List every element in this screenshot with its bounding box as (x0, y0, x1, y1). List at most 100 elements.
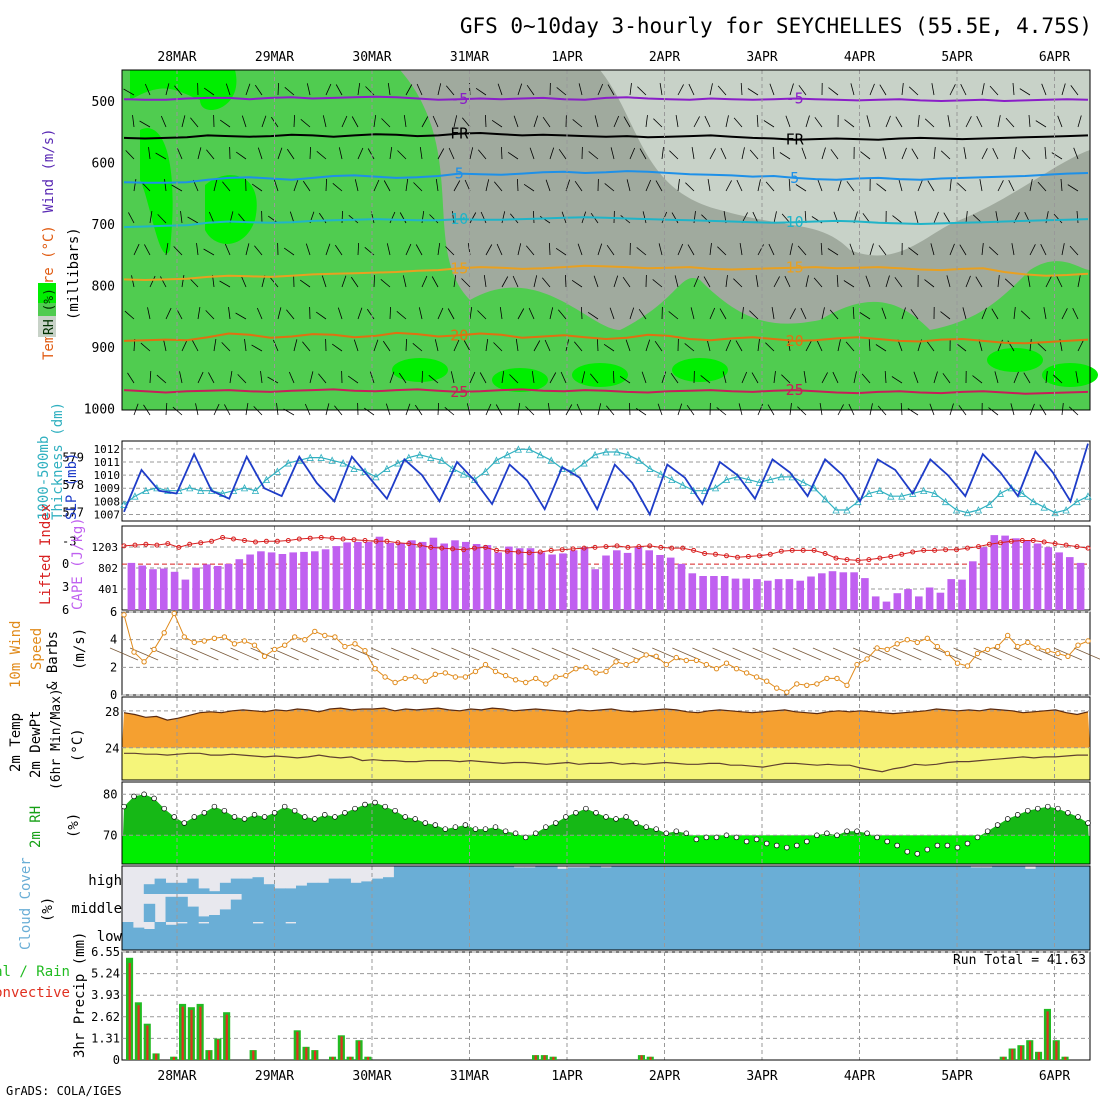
cloud-cell (818, 922, 830, 950)
dewpoint-band (122, 747, 1090, 780)
lifted-index-point (756, 553, 762, 559)
wind-speed-point (633, 657, 639, 664)
slp-tick: 1010 (94, 469, 121, 482)
wind-barb (485, 339, 489, 352)
wind-barb (387, 83, 391, 96)
rh-field-sat (1042, 363, 1098, 387)
lifted-index-point (592, 544, 598, 550)
wind-speed-point (322, 632, 328, 639)
wind-barb (981, 148, 988, 160)
wind-barb (338, 147, 343, 160)
precip-conv-bar (1046, 1011, 1049, 1060)
wind-speed-point (141, 659, 147, 665)
cape-bar (311, 551, 319, 610)
precip-conv-bar (181, 1006, 184, 1060)
thickness-point (580, 459, 588, 467)
cape-tick: 401 (98, 583, 118, 596)
wind-barb (613, 370, 615, 384)
wind-speed-point (583, 664, 589, 670)
cloud-cell (861, 894, 873, 922)
wind-barb (1068, 406, 1079, 416)
cloud-cell (241, 894, 253, 922)
wind-barb (933, 147, 936, 160)
panel-frame (121, 865, 1091, 951)
thickness-point (317, 453, 325, 461)
cape-bar (828, 571, 837, 610)
cape-bar (213, 566, 222, 610)
wind-barb (533, 275, 538, 288)
precip-tick: 3.93 (91, 988, 120, 1002)
wind-barb (629, 402, 631, 416)
wind-barb (475, 87, 487, 96)
cloud-cell (285, 923, 297, 950)
wind-barb (992, 148, 999, 160)
wind-barb (192, 340, 199, 352)
wind-speed-point (161, 630, 167, 636)
rh-point (884, 838, 890, 845)
temperature-contour-label: 5 (455, 165, 464, 183)
cloud-cell (926, 866, 939, 894)
wind-barb (309, 371, 314, 384)
wind-barb (965, 116, 972, 128)
wind-barb (805, 340, 812, 352)
wind-speed-point (382, 674, 388, 680)
cape-bar (321, 549, 330, 610)
cloud-cell (970, 894, 982, 922)
lifted-index-point (318, 535, 324, 540)
thickness-point (722, 475, 731, 484)
wind-barb (801, 147, 807, 160)
wind-barb (882, 147, 887, 160)
cape-tick: 802 (98, 562, 118, 575)
wind-barb (517, 308, 525, 320)
rh-point (703, 834, 710, 841)
wind-barb (351, 116, 359, 128)
cloud-cell (1024, 894, 1037, 922)
thickness-point (240, 484, 249, 492)
rh-point (804, 838, 810, 845)
wind-barb (213, 179, 218, 192)
rh-point (171, 814, 177, 820)
wind-barb (641, 371, 647, 384)
wind-barb (981, 83, 985, 96)
wind-barb (747, 88, 759, 96)
wind-barb (914, 211, 919, 224)
cloud-cell (415, 922, 428, 950)
wind-speed-point (974, 650, 981, 657)
cloud-cell (894, 894, 906, 922)
wind-barb (1075, 371, 1079, 384)
lifted-index-point (362, 538, 368, 543)
wind-barb (501, 371, 505, 384)
thickness-point (120, 500, 128, 508)
cloud-cell (937, 922, 950, 950)
thickness-point (996, 489, 1005, 497)
rh-point (924, 846, 931, 853)
rh-point (733, 834, 740, 841)
wind-barb (740, 82, 743, 96)
cloud-cell (850, 894, 863, 922)
wind-barb (293, 179, 299, 192)
wind-barb (757, 244, 764, 256)
cloud-cell (981, 867, 993, 894)
cape-bar (774, 579, 783, 610)
wind-barb (819, 403, 823, 416)
wind-barb (165, 83, 170, 96)
precip-conv-bar (1064, 1056, 1067, 1060)
slp-line (123, 443, 1089, 517)
temperature-line (123, 707, 1089, 721)
wind-barb (147, 307, 151, 320)
wind-barb (445, 85, 455, 96)
cape-bar (235, 559, 244, 610)
wind-barb (512, 275, 519, 288)
wind-speed-point (533, 675, 539, 682)
date-tick-top: 5APR (941, 50, 972, 65)
cloud-cell (187, 878, 199, 894)
cloud-cell (633, 922, 645, 950)
wind-barb (397, 150, 407, 160)
thickness-point (503, 450, 512, 459)
precip-conv-bar (190, 1009, 193, 1060)
wind-barb (479, 372, 487, 384)
cloud-cell (796, 922, 808, 950)
wind-barb (235, 151, 247, 160)
rh-point (974, 834, 981, 841)
wind-barb (181, 115, 186, 128)
